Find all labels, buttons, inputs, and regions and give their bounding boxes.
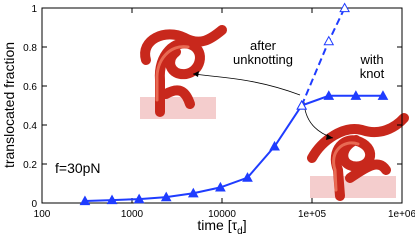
y-tick-label: 0.6 [23, 82, 37, 93]
arrowhead [326, 134, 333, 140]
marker [296, 99, 308, 110]
y-tick-label: 0.2 [23, 160, 37, 171]
annotation: with [359, 52, 383, 67]
annotation: knot [360, 66, 385, 81]
arrow [192, 73, 301, 96]
x-tick-label: 10000 [208, 209, 236, 220]
marker [160, 191, 172, 202]
annotation: f=30pN [55, 160, 101, 176]
marker [187, 187, 199, 198]
y-axis-label: translocated fraction [1, 42, 17, 168]
series-line [300, 7, 346, 106]
y-tick-label: 0.8 [23, 43, 37, 54]
x-axis-label: time [τd] [197, 217, 246, 237]
arrowhead [193, 71, 199, 77]
y-tick-label: 1 [31, 4, 37, 15]
y-tick-label: 0 [31, 199, 37, 210]
marker [242, 172, 253, 182]
annotation: after [250, 38, 277, 53]
x-tick-label: 1000 [121, 209, 144, 220]
marker [79, 195, 91, 206]
x-tick-label: 1e+06 [388, 209, 415, 220]
marker [323, 35, 335, 46]
marker [215, 181, 226, 192]
x-tick-label: 1e+05 [298, 209, 327, 220]
series-line [84, 94, 383, 203]
y-tick-label: 0.4 [23, 121, 37, 132]
marker [323, 90, 335, 100]
x-tick-label: 100 [34, 209, 51, 220]
marker [377, 90, 389, 100]
marker [106, 194, 118, 205]
marker [339, 2, 350, 13]
annotation: unknotting [233, 52, 293, 67]
knot-illustration-bottom [307, 113, 409, 201]
arrow [303, 101, 334, 139]
marker [133, 193, 145, 204]
knot-illustration-top [140, 25, 227, 119]
marker [269, 140, 280, 151]
marker [350, 90, 362, 100]
